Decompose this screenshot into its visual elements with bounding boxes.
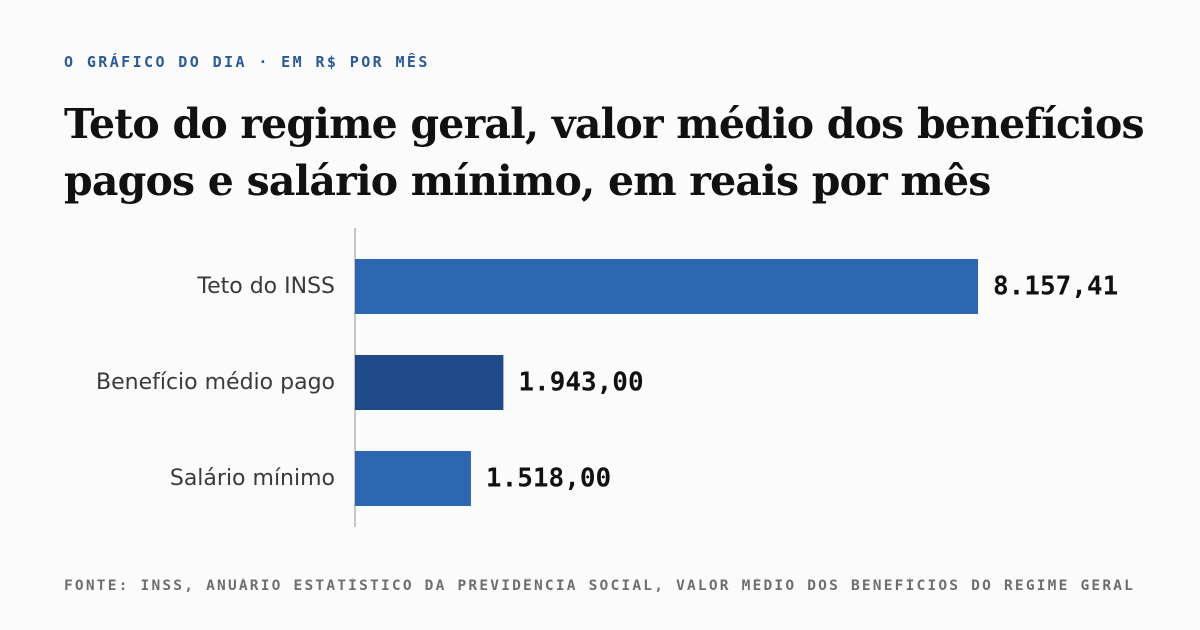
category-label: Teto do INSS — [196, 274, 335, 299]
bar — [355, 259, 978, 314]
source-note: FONTE: INSS, ANUÁRIO ESTATÍSTICO DA PREV… — [64, 578, 1136, 594]
category-label: Benefício médio pago — [96, 370, 335, 395]
value-label: 8.157,41 — [993, 272, 1118, 302]
category-label: Salário mínimo — [170, 466, 335, 491]
bar — [355, 451, 471, 506]
chart-kicker: O GRÁFICO DO DIA · EM R$ POR MÊS — [64, 53, 430, 71]
value-label: 1.943,00 — [518, 368, 643, 398]
chart-title: Teto do regime geral, valor médio dos be… — [64, 100, 1145, 205]
value-label: 1.518,00 — [486, 464, 611, 494]
bar — [355, 355, 504, 410]
bar-chart: Teto do INSS 8.157,41 Benefício médio pago… — [96, 228, 1118, 527]
bars-group: Teto do INSS 8.157,41 Benefício médio pago… — [96, 259, 1118, 506]
